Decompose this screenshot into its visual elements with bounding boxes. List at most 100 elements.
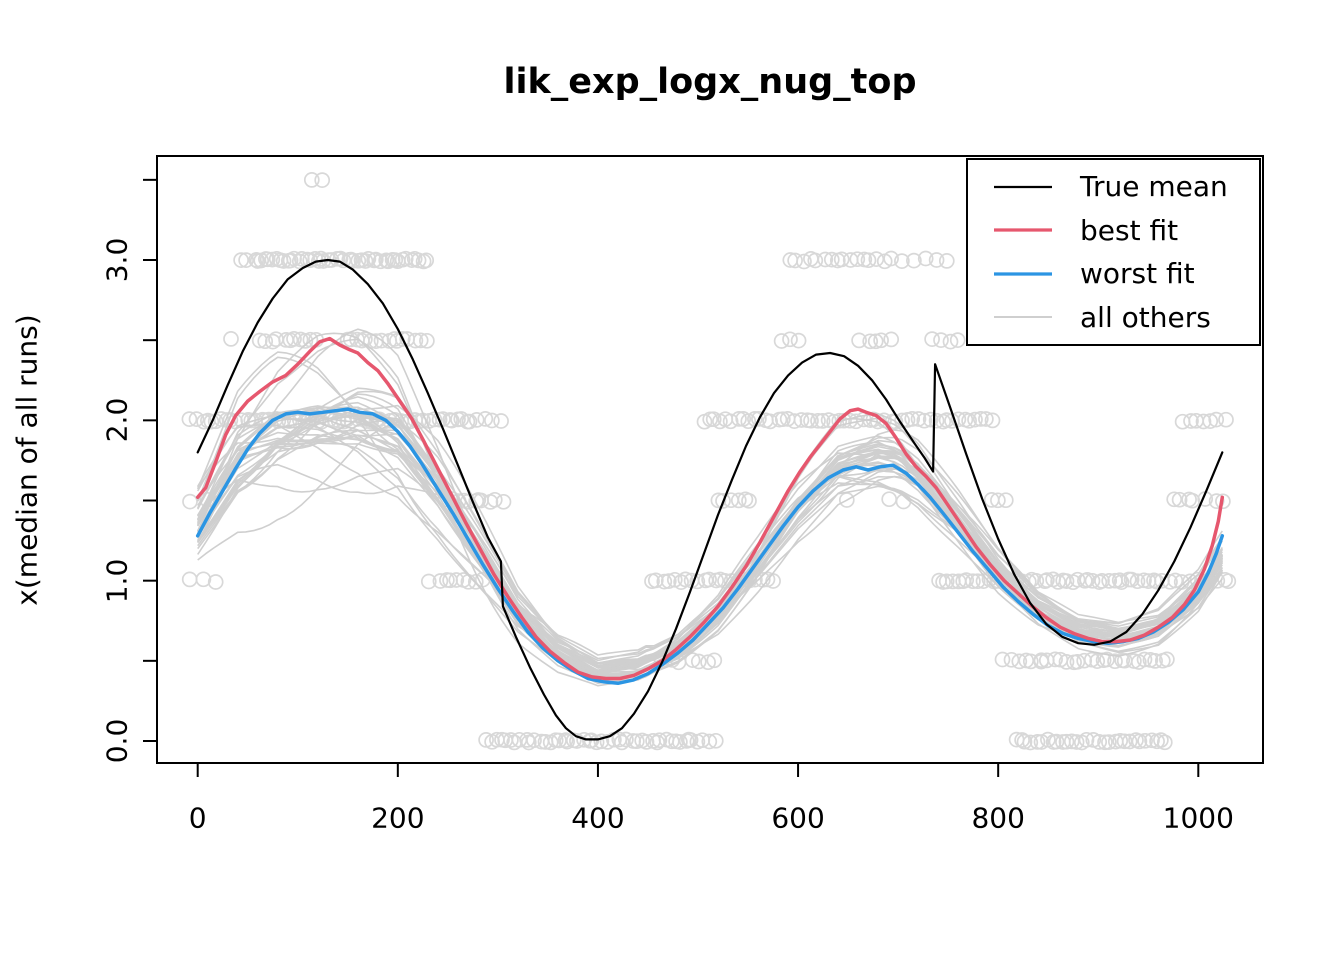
scatter-point bbox=[1029, 734, 1046, 750]
scatter-point bbox=[1058, 573, 1075, 589]
scatter-point bbox=[1218, 411, 1234, 428]
scatter-point bbox=[1089, 653, 1106, 669]
scatter-point bbox=[1183, 413, 1199, 429]
scatter-point bbox=[928, 412, 945, 429]
scatter-point bbox=[345, 252, 361, 269]
scatter-point bbox=[790, 332, 807, 349]
scatter-point bbox=[443, 412, 460, 429]
scatter-point bbox=[286, 331, 302, 347]
scatter-point bbox=[386, 331, 403, 347]
scatter-point bbox=[715, 493, 731, 509]
y-tick-label: 2.0 bbox=[100, 398, 134, 443]
gray-run-line bbox=[196, 351, 1223, 677]
scatter-point bbox=[807, 252, 824, 269]
scatter-point bbox=[831, 412, 848, 429]
scatter-point bbox=[706, 652, 723, 669]
scatter-point bbox=[1137, 732, 1153, 749]
gray-run-line bbox=[196, 418, 1223, 682]
scatter-point bbox=[774, 411, 791, 428]
scatter-point bbox=[722, 413, 739, 430]
scatter-point bbox=[849, 251, 866, 268]
scatter-point bbox=[651, 732, 668, 749]
scatter-point bbox=[1076, 652, 1093, 669]
scatter-point bbox=[949, 332, 966, 348]
scatter-point bbox=[1039, 572, 1055, 588]
scatter-point bbox=[207, 574, 224, 590]
scatter-point bbox=[419, 332, 435, 349]
scatter-point bbox=[432, 573, 449, 589]
scatter-point bbox=[493, 413, 509, 429]
legend-item-best-fit: best fit bbox=[968, 214, 1259, 247]
legend-label: best fit bbox=[1080, 213, 1179, 247]
scatter-point bbox=[922, 411, 939, 428]
scatter-point bbox=[275, 253, 292, 269]
scatter-point bbox=[1136, 651, 1153, 668]
scatter-point bbox=[916, 412, 933, 429]
scatter-point bbox=[203, 413, 220, 430]
scatter-point bbox=[682, 732, 699, 748]
scatter-point bbox=[883, 250, 899, 267]
scatter-point bbox=[238, 252, 254, 268]
scatter-point bbox=[862, 333, 879, 350]
scatter-point bbox=[188, 411, 205, 427]
x-tick-label: 600 bbox=[771, 801, 825, 835]
x-tick-label: 400 bbox=[571, 801, 625, 835]
scatter-point bbox=[690, 653, 707, 670]
scatter-point bbox=[613, 734, 630, 751]
x-tick-label: 800 bbox=[971, 801, 1025, 835]
scatter-point bbox=[1184, 492, 1201, 509]
scatter-point bbox=[1014, 732, 1030, 748]
scatter-point bbox=[195, 571, 212, 588]
scatter-point bbox=[663, 733, 680, 750]
scatter-point bbox=[1111, 572, 1128, 589]
scatter-point bbox=[233, 252, 249, 268]
scatter-point bbox=[1107, 653, 1123, 670]
scatter-point bbox=[1078, 731, 1095, 748]
y-tick-label: 1.0 bbox=[100, 558, 134, 603]
scatter-point bbox=[972, 411, 989, 427]
scatter-point bbox=[823, 251, 840, 268]
scatter-point bbox=[303, 172, 320, 188]
legend-line-swatch bbox=[994, 316, 1052, 319]
scatter-point bbox=[1202, 413, 1219, 429]
scatter-point bbox=[397, 250, 414, 267]
x-tick-label: 0 bbox=[188, 801, 207, 835]
scatter-point bbox=[182, 493, 198, 510]
scatter-point bbox=[1048, 733, 1065, 750]
legend-item-worst-fit: worst fit bbox=[968, 257, 1259, 290]
scatter-point bbox=[796, 253, 812, 270]
scatter-point bbox=[1208, 493, 1225, 509]
scatter-point bbox=[1079, 571, 1096, 588]
scatter-point bbox=[412, 332, 429, 349]
scatter-point bbox=[666, 571, 683, 588]
scatter-point bbox=[484, 412, 500, 429]
scatter-point bbox=[673, 574, 689, 590]
scatter-point bbox=[817, 251, 834, 268]
scatter-point bbox=[958, 572, 975, 588]
true-mean-line bbox=[196, 258, 1224, 741]
scatter-point bbox=[740, 413, 757, 430]
scatter-point bbox=[407, 332, 424, 349]
scatter-point bbox=[1091, 734, 1108, 750]
scatter-point bbox=[1022, 734, 1039, 751]
scatter-point bbox=[938, 253, 955, 269]
scatter-point bbox=[701, 733, 718, 750]
scatter-point bbox=[928, 252, 945, 268]
scatter-point bbox=[731, 411, 747, 427]
scatter-point bbox=[332, 250, 349, 267]
legend-label: True mean bbox=[1080, 170, 1228, 204]
scatter-point bbox=[660, 573, 677, 589]
scatter-point bbox=[803, 412, 819, 429]
scatter-point bbox=[1099, 651, 1115, 668]
scatter-point bbox=[860, 252, 877, 269]
scatter-point bbox=[1068, 734, 1085, 750]
scatter-point bbox=[477, 411, 494, 427]
scatter-point bbox=[978, 411, 994, 427]
chart-title: lik_exp_logx_nug_top bbox=[503, 62, 917, 102]
scatter-point bbox=[990, 492, 1006, 509]
scatter-point bbox=[1131, 733, 1148, 750]
scatter-point bbox=[357, 253, 374, 269]
scatter-point bbox=[257, 333, 274, 350]
